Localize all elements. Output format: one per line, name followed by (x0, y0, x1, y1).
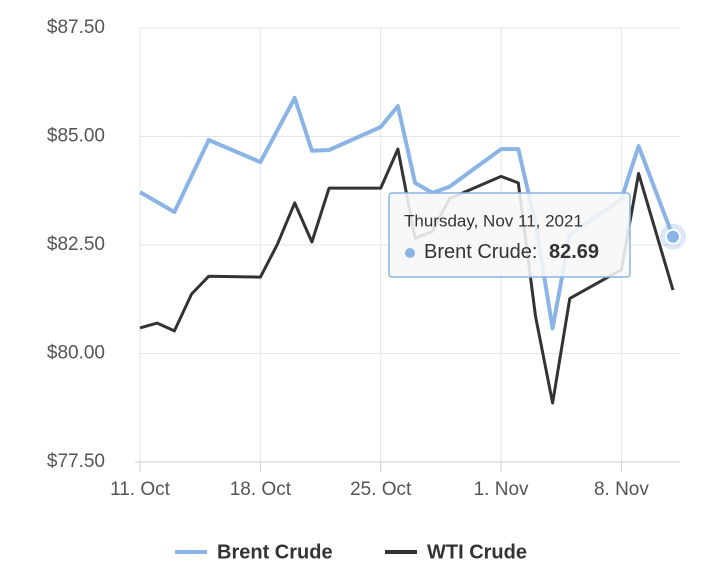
tooltip-value: 82.69 (549, 241, 599, 263)
tooltip-marker (405, 248, 415, 258)
x-tick-label: 11. Oct (110, 479, 171, 500)
x-tick-label: 1. Nov (474, 479, 529, 500)
tooltip-series: Brent Crude: (424, 241, 543, 263)
legend-label: Brent Crude (217, 541, 333, 563)
tooltip-text: Brent Crude: 82.69 (424, 241, 599, 263)
series-line (139, 147, 675, 405)
y-tick-label: $80.00 (47, 343, 105, 364)
x-tick-label: 8. Nov (594, 479, 649, 500)
legend-item[interactable]: Brent Crude (175, 541, 333, 563)
tooltip-box (388, 192, 631, 278)
hover-point (665, 228, 681, 245)
y-tick-label: $85.00 (47, 126, 105, 147)
legend-label: WTI Crude (427, 541, 527, 563)
y-tick-label: $77.50 (47, 451, 105, 472)
tooltip: Thursday, Nov 11, 2021 Brent Crude: 82.69 (388, 192, 631, 278)
y-tick-label: $87.50 (47, 17, 105, 38)
y-tick-label: $82.50 (47, 234, 105, 255)
x-tick-label: 25. Oct (350, 479, 412, 500)
x-tick-label: 18. Oct (230, 479, 292, 500)
tooltip-date: Thursday, Nov 11, 2021 (404, 211, 583, 230)
legend-item[interactable]: WTI Crude (385, 541, 527, 563)
